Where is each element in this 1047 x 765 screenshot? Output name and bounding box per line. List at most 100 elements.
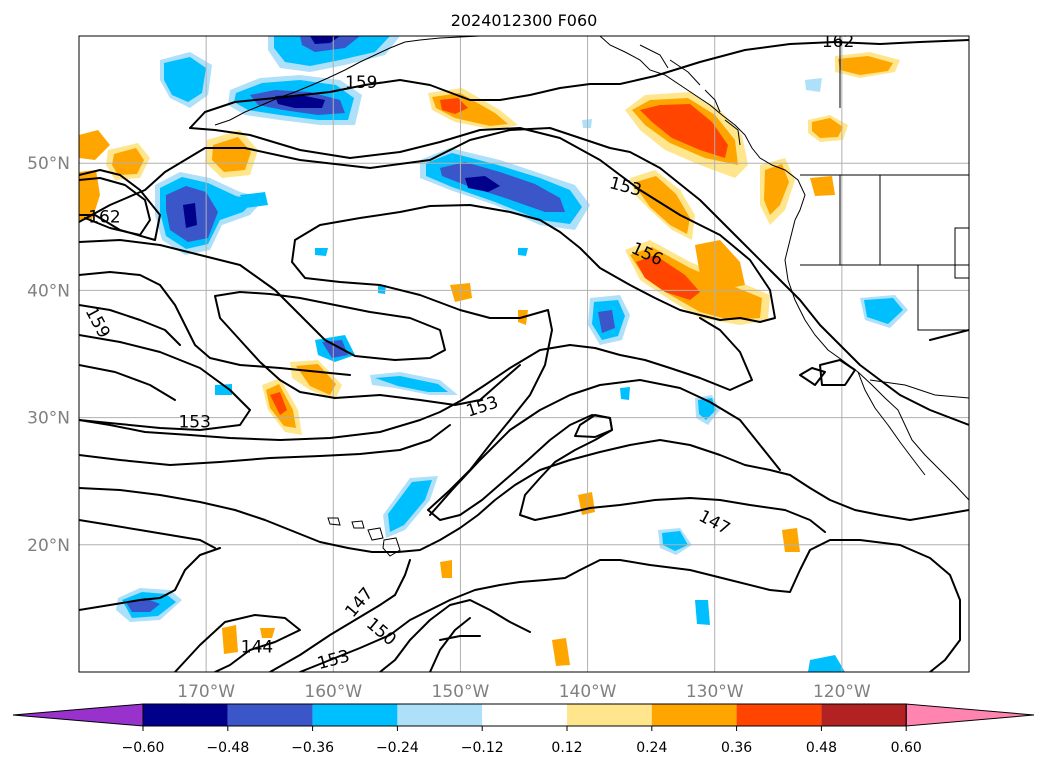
contour-line [929, 329, 969, 341]
y-tick-label: 20°N [27, 536, 70, 556]
shading-patch [270, 392, 287, 415]
colorbar-tick-label: −0.24 [376, 740, 419, 756]
shading-patch [764, 164, 789, 215]
shading-patch [465, 176, 500, 192]
contour-line [79, 424, 451, 466]
contour-label-group: 162 [88, 208, 120, 228]
colorbar-tick-label: 0.12 [551, 740, 582, 756]
coastlines [214, 36, 969, 557]
colorbar-tick-label: −0.60 [122, 740, 165, 756]
shading-patch [838, 56, 893, 75]
colorbar-tick-label: 0.60 [891, 740, 922, 756]
shading-patch [810, 176, 835, 196]
colorbar-segment [482, 704, 567, 726]
contour-line [79, 364, 176, 401]
shading-patch [310, 36, 340, 44]
contour-label-group: 162 [822, 32, 854, 52]
shading-patch [636, 255, 700, 300]
shading-patch [222, 625, 238, 654]
colorbar-segment [227, 704, 313, 726]
contour-lines [79, 39, 969, 672]
colorbar-frame [142, 703, 907, 727]
contour-label: 159 [345, 73, 377, 93]
shading-patch [598, 310, 615, 333]
coastline-alaska-south [404, 36, 481, 43]
contour-label: 162 [822, 32, 854, 52]
shading-patch [805, 78, 822, 92]
contour-line [79, 439, 969, 553]
shading-patch [79, 170, 100, 220]
contour-line [574, 414, 613, 438]
contour-label: 150 [0, 413, 8, 439]
shading-patch [695, 600, 710, 625]
shading-patch [662, 531, 688, 551]
contour-label-group: 150 [0, 412, 8, 439]
shading-patch [450, 283, 472, 302]
contour-line [269, 559, 411, 672]
x-tick-label: 150°W [432, 682, 490, 702]
colorbar-segment [143, 704, 228, 726]
contour-label-group: 159 [345, 73, 377, 93]
shading-patch [782, 528, 800, 552]
contour-line [189, 127, 776, 511]
x-tick-label: 130°W [686, 682, 744, 702]
contour-line [79, 519, 216, 549]
colorbar-segment [567, 704, 652, 726]
contour-line [427, 414, 826, 533]
shading-patch [388, 480, 432, 532]
colorbar-segment [312, 704, 398, 726]
contour-line [79, 304, 181, 346]
colorbar-segment [736, 704, 822, 726]
contour-label-group: 153 [178, 412, 210, 432]
coastline-islands [639, 44, 741, 146]
x-tick-label: 140°W [559, 682, 617, 702]
contour-line [299, 539, 961, 672]
shading-patch [440, 162, 565, 212]
shading-patch [440, 560, 452, 578]
shading-patch [518, 248, 528, 256]
shading-patch [260, 628, 275, 638]
x-tick-label: 120°W [813, 682, 871, 702]
shading-patch [215, 384, 232, 395]
y-axis-ticks: 20°N 30°N 40°N 50°N [27, 154, 70, 556]
colorbar-tick-label: −0.48 [206, 740, 249, 756]
shading-patch [315, 248, 328, 256]
contour-line [79, 239, 521, 406]
contour-label-group: 144 [241, 638, 273, 658]
shading-patch [440, 98, 468, 114]
colorbar-segment [821, 704, 907, 726]
contour-line [79, 271, 351, 376]
contour-line [79, 547, 221, 611]
shading-patch [582, 119, 592, 128]
contour-label: 153 [178, 412, 210, 432]
contour-line [189, 39, 969, 129]
colorbar-extend-low [12, 703, 144, 727]
contour-label-bg [0, 412, 8, 438]
contour-line [79, 334, 251, 431]
shading-patch [864, 298, 903, 324]
shading-patch [183, 203, 197, 228]
contour-line [819, 359, 856, 386]
contour-line [79, 177, 151, 236]
shading-patch [375, 376, 448, 392]
shading-patch [275, 95, 325, 108]
shading-patch [695, 240, 745, 290]
shading-patch [296, 364, 336, 395]
x-tick-label: 160°W [304, 682, 362, 702]
chart-title: 2024012300 F060 [451, 11, 598, 30]
shading-patch [322, 340, 348, 358]
borders [800, 36, 969, 399]
contour-line [429, 617, 471, 672]
colorbar-tick-label: 0.36 [721, 740, 752, 756]
contour-line [429, 379, 781, 516]
coastline-hawaii [327, 517, 401, 557]
colorbar-tick-label: 0.24 [636, 740, 667, 756]
contour-label: 162 [88, 208, 120, 228]
colorbar-segment [397, 704, 483, 726]
contour-line [174, 614, 301, 672]
contour-line [439, 635, 481, 641]
coastline-aleutians [214, 41, 406, 126]
contour-label: 144 [241, 638, 273, 658]
